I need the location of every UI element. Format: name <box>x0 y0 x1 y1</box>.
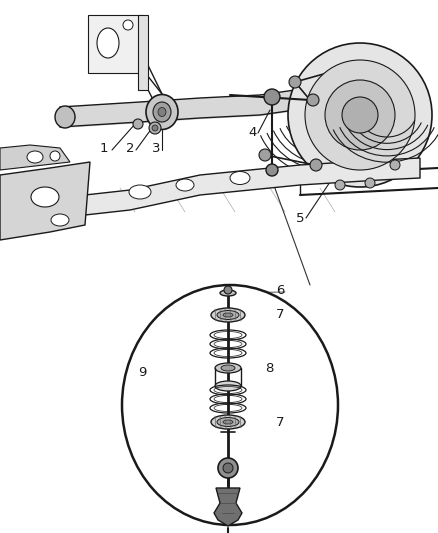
Polygon shape <box>0 162 90 240</box>
Ellipse shape <box>146 94 178 130</box>
Ellipse shape <box>31 187 59 207</box>
Text: 4: 4 <box>248 125 256 139</box>
Ellipse shape <box>176 179 194 191</box>
Circle shape <box>224 286 232 294</box>
Text: 7: 7 <box>276 416 285 429</box>
Ellipse shape <box>153 102 171 122</box>
Text: 2: 2 <box>126 141 134 155</box>
Circle shape <box>133 119 143 129</box>
Circle shape <box>307 94 319 106</box>
Circle shape <box>152 125 158 131</box>
Circle shape <box>310 159 322 171</box>
Circle shape <box>259 149 271 161</box>
Circle shape <box>218 458 238 478</box>
Polygon shape <box>88 15 143 73</box>
Ellipse shape <box>215 381 241 391</box>
Text: 3: 3 <box>152 141 160 155</box>
Ellipse shape <box>221 365 235 371</box>
Text: 9: 9 <box>138 366 146 378</box>
Ellipse shape <box>217 417 239 426</box>
Circle shape <box>365 178 375 188</box>
Ellipse shape <box>158 108 166 117</box>
Ellipse shape <box>55 106 75 128</box>
Circle shape <box>288 43 432 187</box>
Text: 6: 6 <box>276 285 284 297</box>
Circle shape <box>123 20 133 30</box>
Circle shape <box>335 180 345 190</box>
Circle shape <box>289 76 301 88</box>
Circle shape <box>325 80 395 150</box>
Polygon shape <box>85 158 420 215</box>
Ellipse shape <box>122 285 338 525</box>
Circle shape <box>50 151 60 161</box>
Ellipse shape <box>27 151 43 163</box>
Circle shape <box>305 60 415 170</box>
Ellipse shape <box>211 308 245 322</box>
Ellipse shape <box>220 290 236 296</box>
Ellipse shape <box>230 172 250 184</box>
Ellipse shape <box>97 28 119 58</box>
Ellipse shape <box>215 363 241 373</box>
Polygon shape <box>214 488 242 526</box>
Ellipse shape <box>211 415 245 429</box>
Text: 7: 7 <box>276 309 285 321</box>
Ellipse shape <box>223 313 233 317</box>
Circle shape <box>342 97 378 133</box>
Ellipse shape <box>129 185 151 199</box>
Text: 8: 8 <box>265 361 273 375</box>
Ellipse shape <box>223 420 233 424</box>
Ellipse shape <box>217 311 239 319</box>
Circle shape <box>149 122 161 134</box>
Text: 1: 1 <box>100 141 109 155</box>
Circle shape <box>390 160 400 170</box>
Polygon shape <box>138 15 148 90</box>
Circle shape <box>223 463 233 473</box>
Polygon shape <box>0 145 70 170</box>
Text: 5: 5 <box>296 212 304 224</box>
Circle shape <box>264 89 280 105</box>
Circle shape <box>266 164 278 176</box>
Ellipse shape <box>51 214 69 226</box>
